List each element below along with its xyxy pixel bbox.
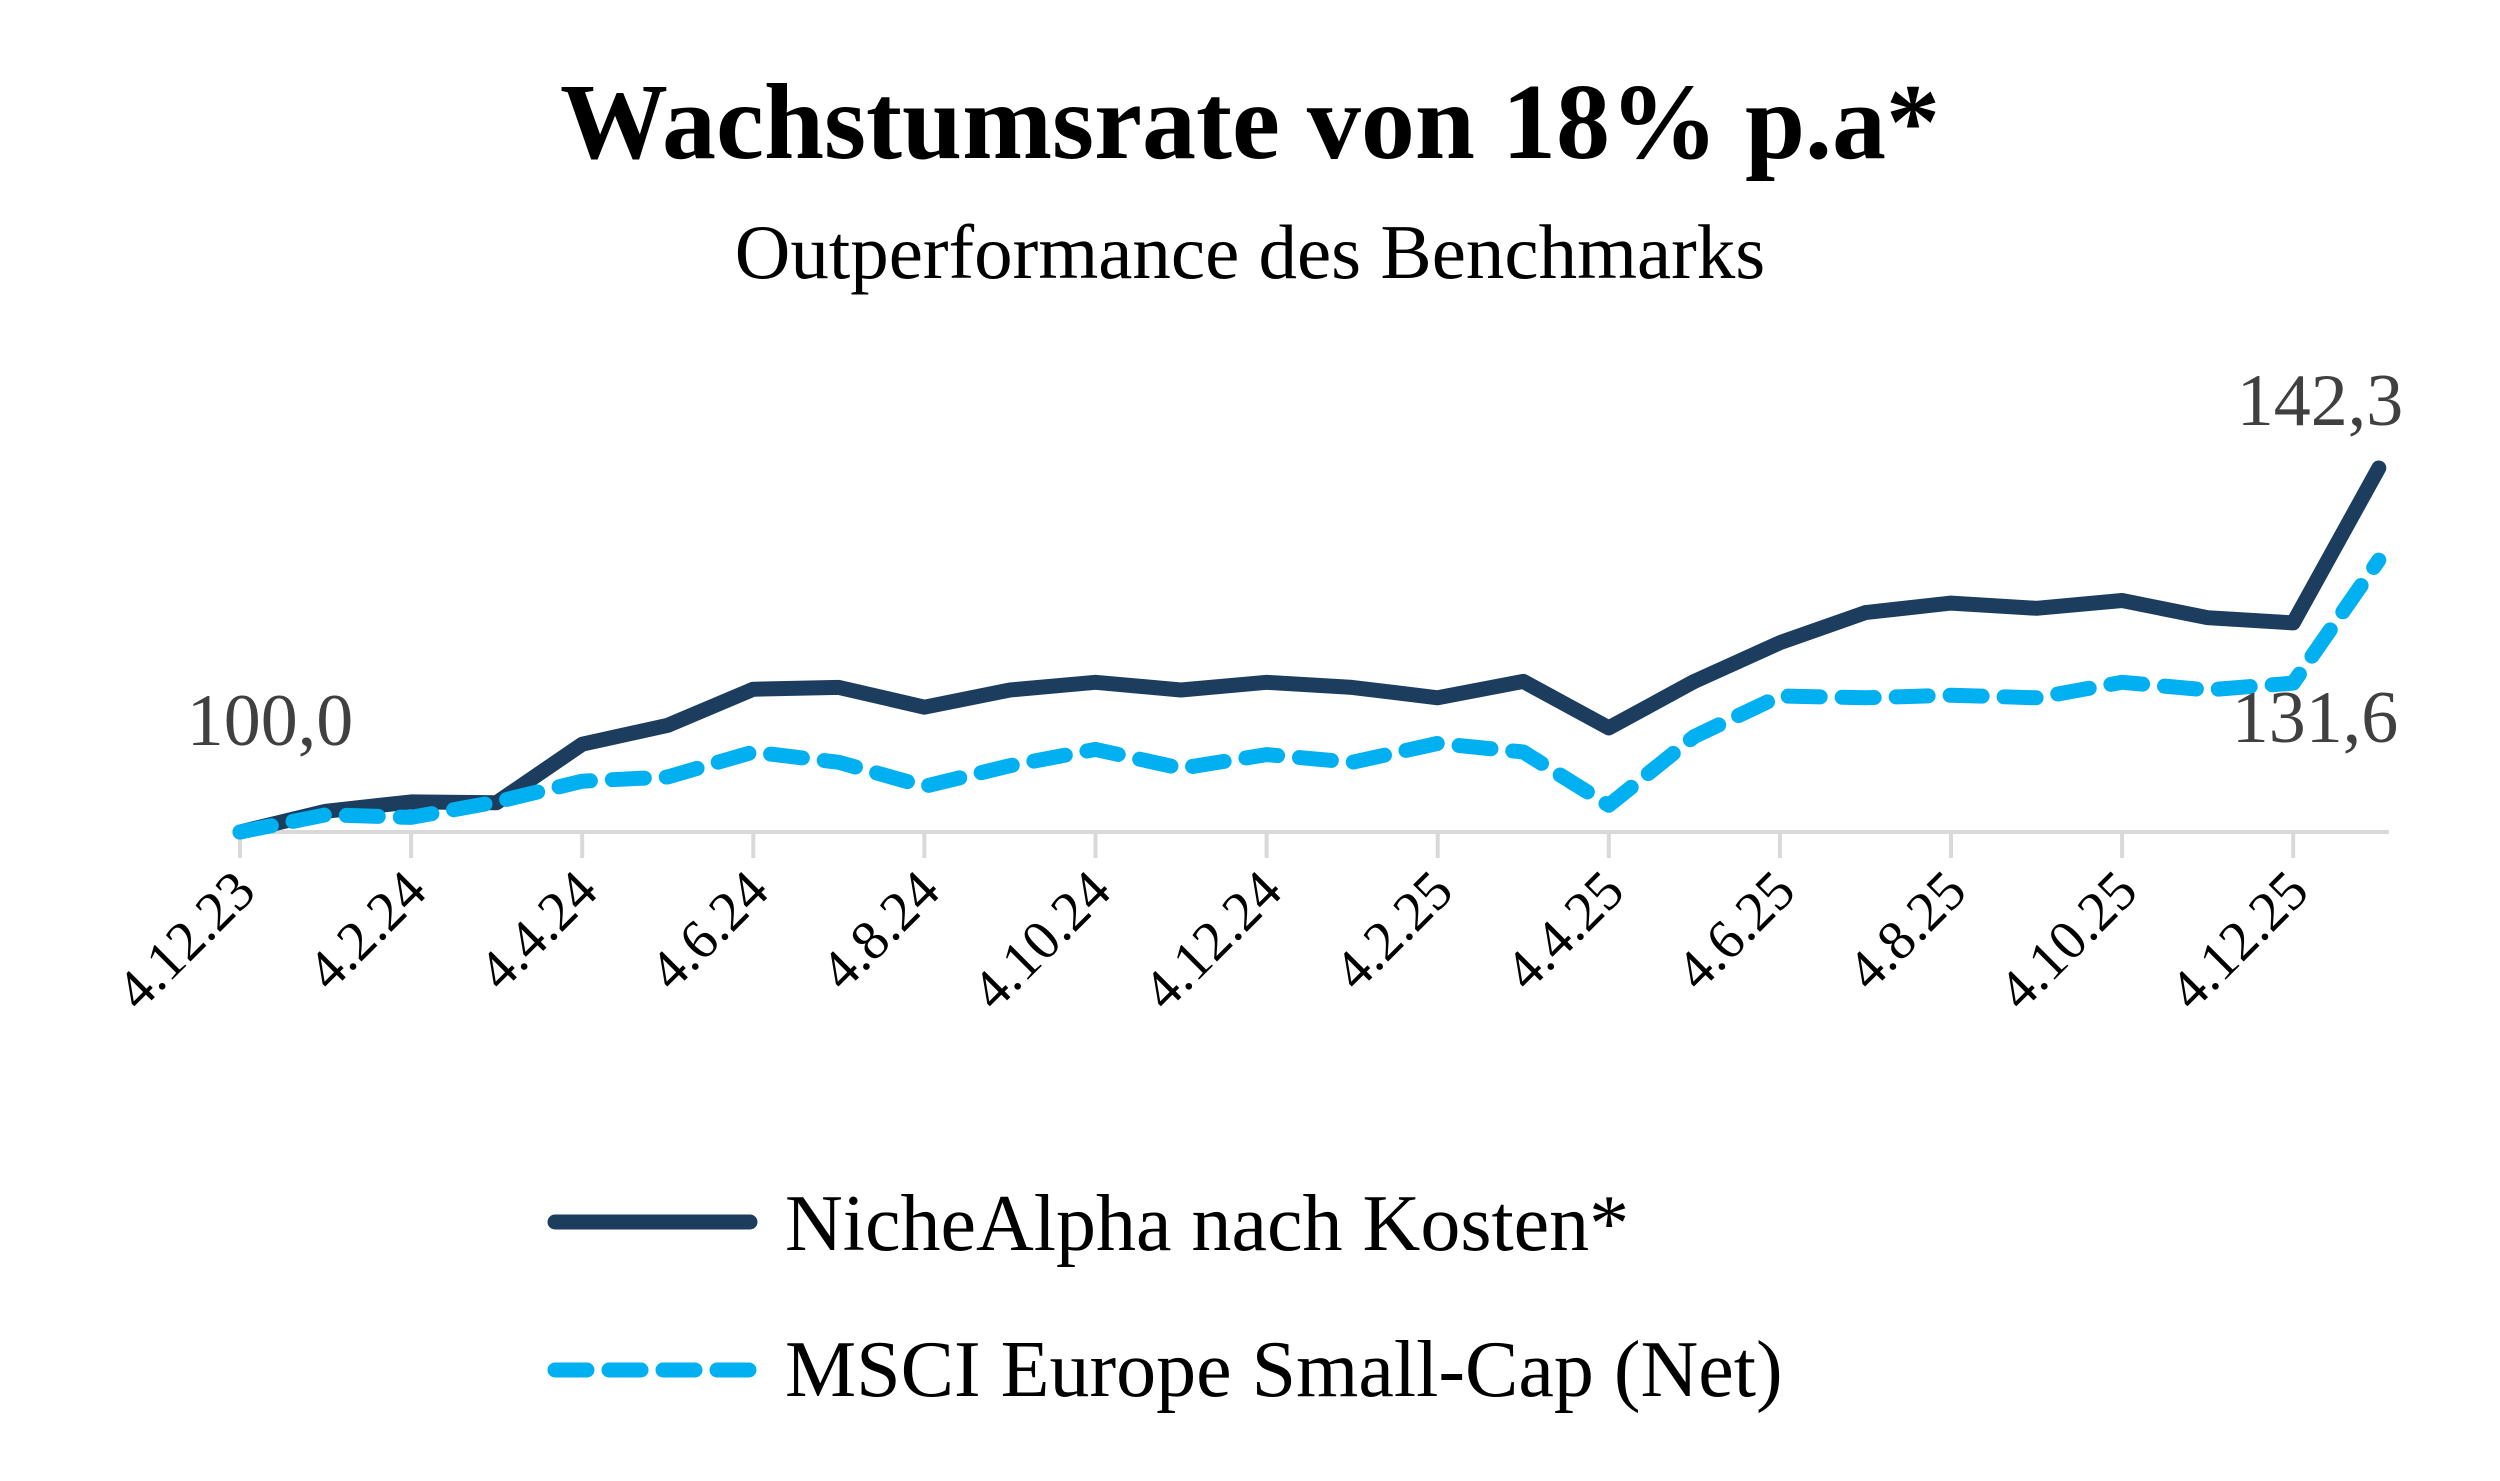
series-lines bbox=[232, 460, 2387, 840]
legend: NicheAlpha nach Kosten* MSCI Europe Smal… bbox=[547, 1180, 1783, 1414]
msci-end-value-label: 131,6 bbox=[2232, 677, 2399, 759]
legend-item-msci: MSCI Europe Small-Cap (Net) bbox=[547, 1326, 1783, 1414]
x-tick-label: 4.8.24 bbox=[809, 859, 952, 1002]
x-axis: 4.12.23 4.2.24 4.4.24 4.6.24 4.8.24 4.10.24 4.… bbox=[105, 830, 2389, 1022]
chart-subtitle: Outperformance des Benchmarks bbox=[735, 209, 1766, 295]
legend-label-msci: MSCI Europe Small-Cap (Net) bbox=[785, 1326, 1783, 1414]
legend-label-nichealpha: NicheAlpha nach Kosten* bbox=[785, 1180, 1629, 1268]
x-tick-label: 4.2.25 bbox=[1322, 859, 1465, 1002]
series-line-nichealpha bbox=[232, 460, 2387, 840]
x-tick-label: 4.6.25 bbox=[1664, 859, 1807, 1002]
x-tick-label: 4.2.24 bbox=[295, 859, 438, 1002]
nichealpha-end-value-label: 142,3 bbox=[2237, 360, 2404, 442]
x-tick-label: 4.12.24 bbox=[1131, 859, 1294, 1022]
x-tick-label: 4.12.23 bbox=[105, 859, 268, 1022]
chart-title: Wachstumsrate von 18% p.a* bbox=[560, 63, 1940, 182]
start-value-label: 100,0 bbox=[187, 680, 354, 762]
x-tick-label: 4.4.24 bbox=[467, 859, 610, 1002]
x-tick-label: 4.12.25 bbox=[2158, 859, 2321, 1022]
legend-item-nichealpha: NicheAlpha nach Kosten* bbox=[547, 1180, 1629, 1268]
series-line-msci bbox=[232, 552, 2387, 840]
x-tick-label: 4.10.25 bbox=[1987, 859, 2150, 1022]
x-tick-label: 4.10.24 bbox=[960, 859, 1123, 1022]
x-tick-label: 4.6.24 bbox=[638, 859, 781, 1002]
x-tick-label: 4.4.25 bbox=[1493, 859, 1636, 1002]
x-tick-label: 4.8.25 bbox=[1835, 859, 1978, 1002]
